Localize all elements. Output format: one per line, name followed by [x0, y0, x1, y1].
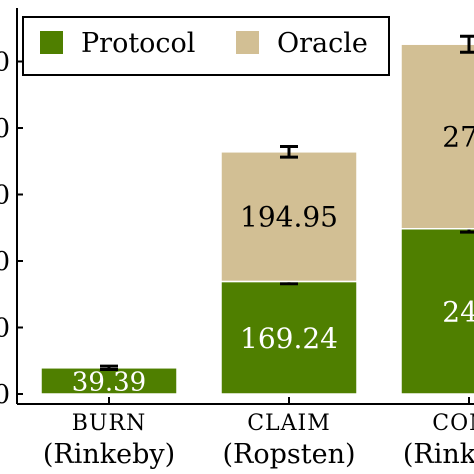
data-label-protocol: 248	[442, 295, 474, 328]
legend-swatch-protocol	[40, 31, 63, 54]
bar-protocol-claim	[220, 280, 358, 395]
bar-oracle-claim	[220, 151, 358, 283]
legend-swatch-oracle	[236, 31, 259, 54]
y-tick-label: 0	[0, 114, 10, 144]
x-axis: BURN (Rinkeby) CLAIM (Ropsten) CONF (Rinkeby)	[17, 397, 474, 470]
y-tick-label: 0	[0, 48, 10, 78]
y-tick-label: 0	[0, 380, 10, 410]
legend: Protocol Oracle	[22, 16, 390, 76]
y-axis: 0 0 0 0 0 0	[0, 8, 23, 410]
data-label-oracle: 194.95	[240, 201, 338, 234]
legend-label-oracle: Oracle	[277, 28, 368, 59]
y-tick-label: 0	[0, 247, 10, 277]
x-tick-sublabel: (Rinkeby)	[43, 439, 175, 470]
y-tick-label: 0	[0, 181, 10, 211]
legend-label-protocol: Protocol	[81, 28, 195, 59]
x-tick-sublabel: (Rinkeby)	[403, 439, 474, 470]
error-bar	[460, 34, 474, 54]
data-label-oracle: 277	[442, 121, 474, 154]
x-tick-sublabel: (Ropsten)	[222, 439, 355, 470]
data-label-protocol: 169.24	[240, 322, 338, 355]
error-bar	[100, 364, 118, 371]
bars: 39.39 169.24 194.95 248 277	[40, 34, 474, 397]
data-label-protocol: 39.39	[72, 367, 146, 397]
x-tick-label: CLAIM	[247, 411, 331, 436]
bar-protocol-burn	[40, 367, 178, 395]
x-tick-label: BURN	[72, 411, 147, 436]
error-bar	[280, 144, 298, 159]
legend-frame	[22, 16, 390, 76]
x-tick-label: CONF	[432, 411, 474, 436]
y-tick-label: 0	[0, 314, 10, 344]
